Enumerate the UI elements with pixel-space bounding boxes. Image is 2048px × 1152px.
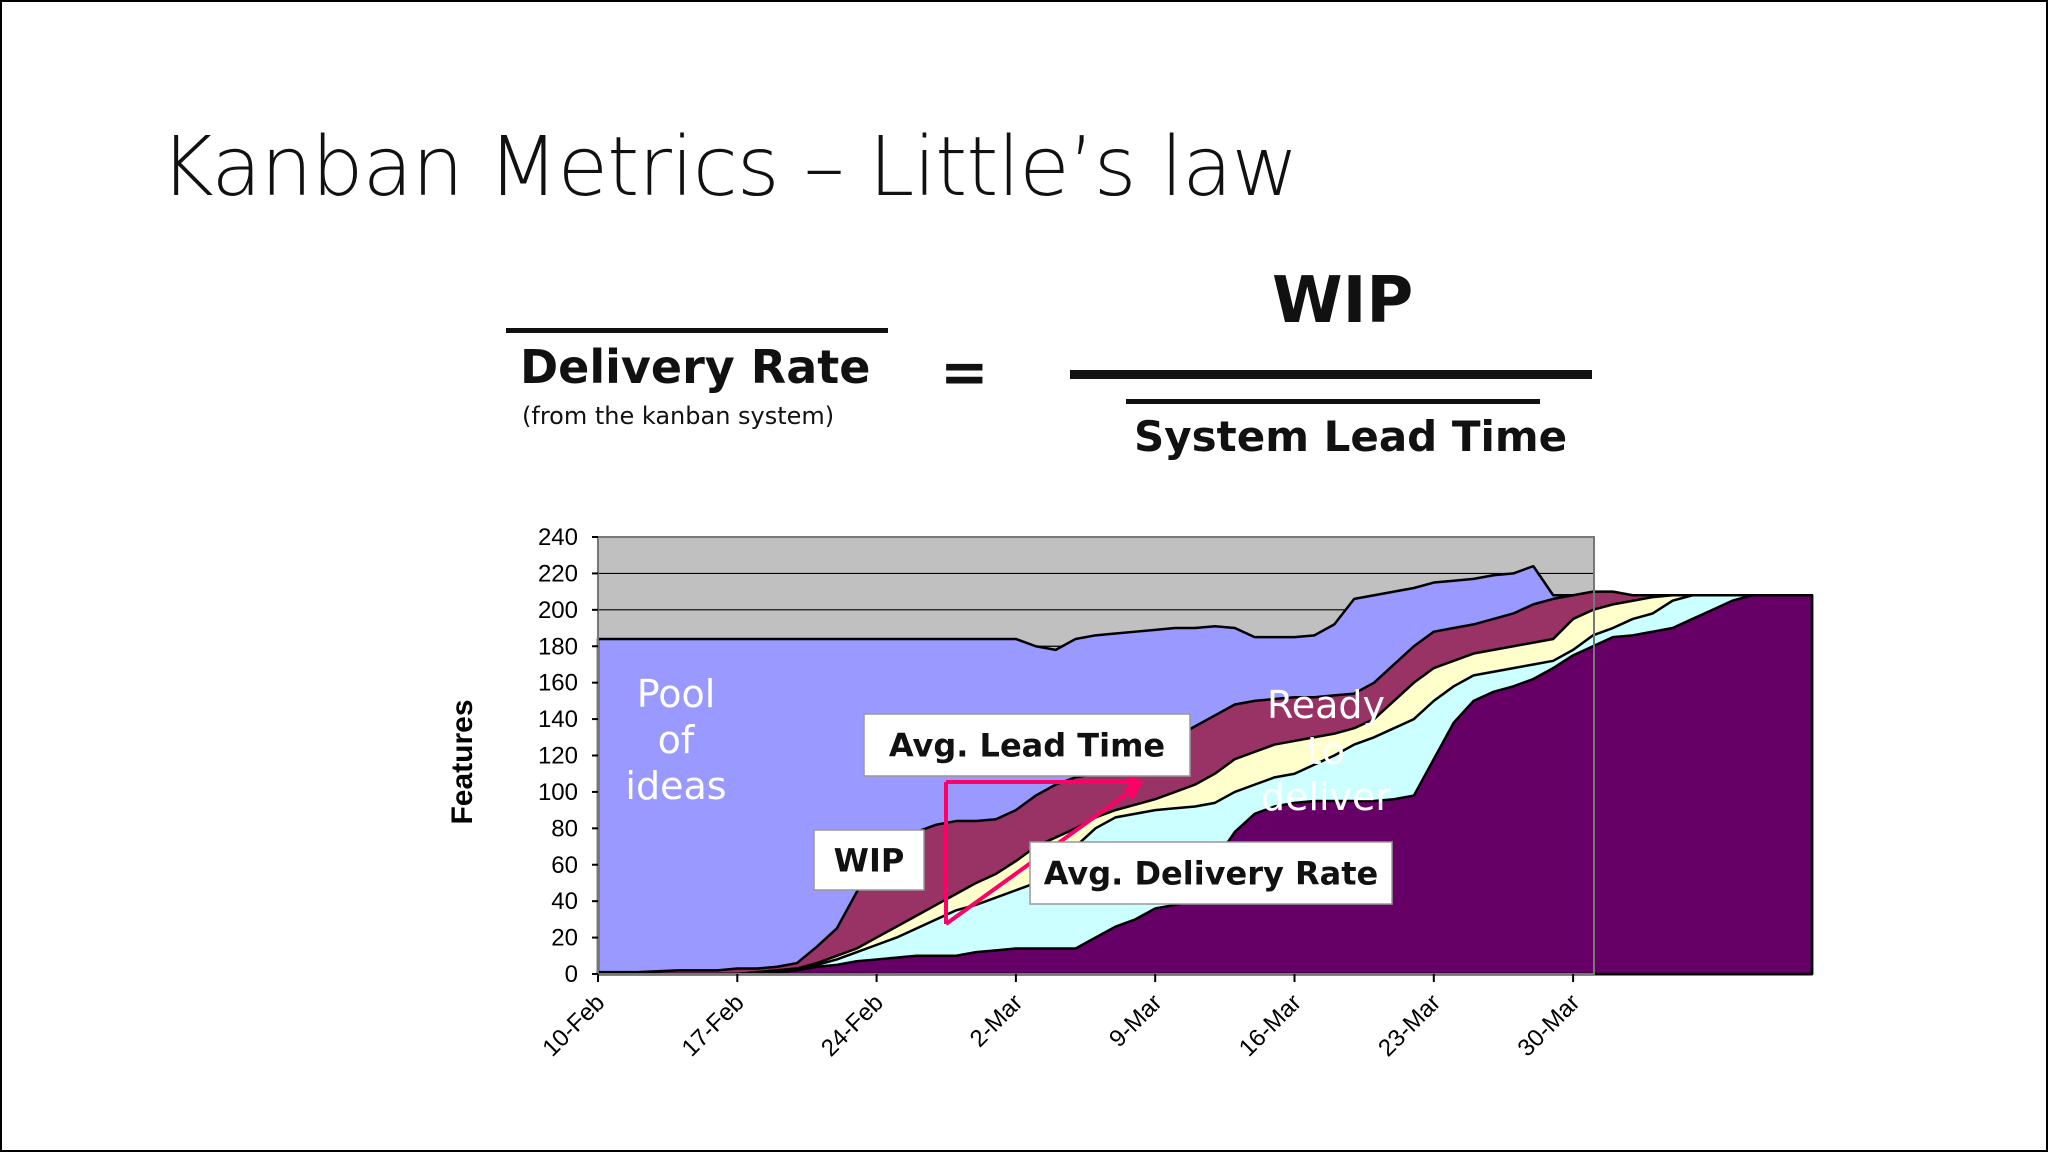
- x-tick-label: 24-Feb: [816, 989, 889, 1062]
- lhs-overline: [506, 328, 888, 333]
- equation-numerator: WIP: [1272, 264, 1414, 338]
- slide-title: Kanban Metrics – Little’s law: [160, 120, 1299, 215]
- delivery-rate-arrowhead: [1124, 783, 1142, 800]
- avg-delivery-rate-label: Avg. Delivery Rate: [1044, 855, 1378, 893]
- x-tick-label: 23-Mar: [1373, 989, 1446, 1062]
- pool-label-line: ideas: [625, 764, 726, 808]
- x-tick-label: 17-Feb: [677, 989, 750, 1062]
- y-tick-label: 200: [538, 597, 578, 624]
- wip-label: WIP: [834, 842, 905, 880]
- avg-delivery-rate-box: [1029, 841, 1393, 905]
- y-tick-label: 240: [538, 524, 578, 551]
- x-tick-label: 2-Mar: [965, 989, 1028, 1052]
- avg-lead-time-box: [863, 713, 1191, 777]
- x-tick-label: 10-Feb: [537, 989, 610, 1062]
- equation-equals: =: [940, 338, 989, 406]
- x-tick-label: 9-Mar: [1104, 989, 1167, 1052]
- rhs-overline: [1126, 399, 1540, 404]
- pool-label-line: of: [658, 718, 696, 762]
- pool-label-line: Pool: [637, 672, 716, 716]
- wip-box: [813, 829, 925, 891]
- ready-label-line: to: [1307, 729, 1345, 773]
- y-tick-label: 120: [538, 743, 578, 770]
- y-tick-label: 100: [538, 779, 578, 806]
- ready-label-line: deliver: [1261, 775, 1391, 819]
- x-tick-label: 30-Mar: [1512, 989, 1585, 1062]
- x-tick-label: 16-Mar: [1234, 989, 1307, 1062]
- fraction-bar: [1070, 370, 1592, 379]
- y-tick-label: 20: [551, 925, 578, 952]
- y-tick-label: 160: [538, 670, 578, 697]
- y-tick-label: 40: [551, 888, 578, 915]
- area-ready-to-deliver: [596, 594, 1814, 976]
- equation-denominator: System Lead Time: [1134, 412, 1568, 461]
- y-tick-label: 140: [538, 706, 578, 733]
- equation-lhs: Delivery Rate: [520, 340, 871, 394]
- ready-label-line: Ready: [1267, 683, 1385, 727]
- avg-lead-time-label: Avg. Lead Time: [889, 727, 1165, 765]
- y-tick-label: 60: [551, 852, 578, 879]
- y-tick-label: 80: [551, 815, 578, 842]
- y-axis-label: Features: [446, 699, 479, 824]
- y-tick-label: 220: [538, 560, 578, 587]
- y-tick-label: 0: [565, 961, 578, 988]
- y-tick-label: 180: [538, 633, 578, 660]
- equation-lhs-subtitle: (from the kanban system): [522, 402, 835, 430]
